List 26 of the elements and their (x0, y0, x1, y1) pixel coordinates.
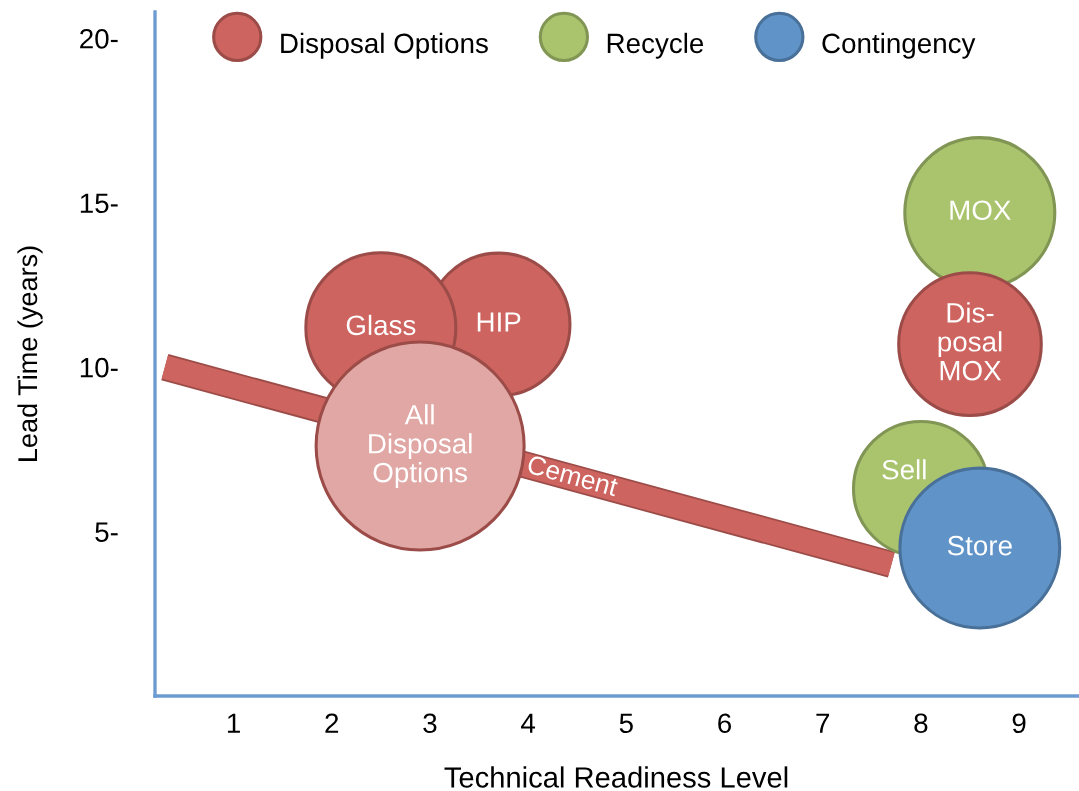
y-tick-label: 20- (80, 28, 118, 49)
y-tick-label: 15- (80, 193, 118, 214)
x-tick-label: 4 (521, 713, 536, 733)
data-label: All Disposal Options (369, 404, 472, 488)
data-label: Store (947, 535, 1012, 556)
y-axis-title: Lead Time (years) (17, 246, 43, 461)
data-label: Sell (882, 459, 926, 480)
data-label: Glass (346, 314, 416, 336)
x-tick-label: 8 (914, 713, 928, 734)
data-label: Dis- posal MOX (938, 302, 1002, 381)
x-tick-label: 9 (1012, 713, 1026, 734)
x-tick-label: 5 (619, 713, 633, 734)
y-tick-label: 10- (80, 357, 118, 378)
legend-label: Recycle (607, 32, 704, 59)
x-tick-label: 2 (325, 713, 339, 733)
x-tick-label: 6 (718, 713, 732, 734)
y-tick-label: 5- (95, 522, 118, 542)
legend-label: Disposal Options (281, 32, 488, 59)
legend-label: Contingency (822, 32, 976, 59)
x-tick-label: 3 (423, 713, 437, 734)
text: Cement (526, 454, 620, 497)
x-axis-title: Technical Readiness Level (444, 766, 788, 788)
x-tick-label: 7 (816, 713, 830, 733)
x-tick-label: 1 (227, 713, 240, 733)
data-label: HIP (477, 312, 521, 332)
data-label: MOX (950, 200, 1011, 221)
